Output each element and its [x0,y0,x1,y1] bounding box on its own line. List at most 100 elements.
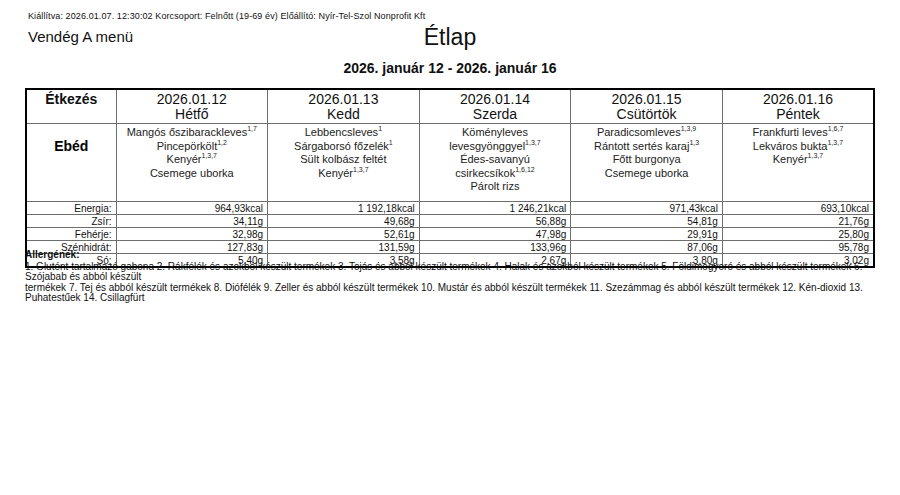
menu-table: Étkezés 2026.01.12 Hétfő 2026.01.13 Kedd… [25,88,875,268]
day-name: Kedd [269,107,418,122]
menu-cell-thursday: Paradicsomleves1,3,9 Rántott sertés kara… [571,124,723,202]
column-header-day-friday: 2026.01.16 Péntek [722,89,874,124]
nutrition-value: 34,11g [116,215,268,228]
column-header-meal: Étkezés [26,89,116,124]
menu-item: Frankfurti leves1,6,7 [724,126,872,140]
menu-item-text: Pincepörkölt [157,140,218,152]
menu-item: Főtt burgonya [572,153,721,167]
nutrition-value: 29,91g [571,228,723,241]
menu-item: Köményleves levesgyönggyel1,3,7 [421,126,570,153]
nutrition-value: 25,80g [722,228,874,241]
menu-item-text: Sült kolbász feltét [300,153,386,165]
menu-item-text: Lebbencsleves [305,126,378,138]
menu-document: Kiállítva: 2026.01.07. 12:30:02 Korcsopo… [0,0,900,495]
day-date: 2026.01.13 [269,92,418,107]
day-date: 2026.01.12 [118,92,267,107]
meal-row: Ebéd Mangós őszibarackleves1,7 Pincepörk… [26,124,874,202]
menu-item-text: Főtt burgonya [613,153,681,165]
menu-item-text: Csemege uborka [605,167,689,179]
issued-meta: Kiállítva: 2026.01.07. 12:30:02 Korcsopo… [28,11,425,21]
menu-item: Sárgaborsó főzelék1 [269,140,418,154]
menu-cell-tuesday: Lebbencsleves1 Sárgaborsó főzelék1 Sült … [268,124,420,202]
menu-item: Édes-savanyú csirkecsíkok1,6,12 [421,153,570,180]
nutrition-row-protein: Fehérje: 32,98g 52,61g 47,98g 29,91g 25,… [26,228,874,241]
menu-item-allergen-sup: 1 [378,125,382,132]
day-name: Szerda [421,107,570,122]
menu-item: Rántott sertés karaj1,3 [572,140,721,154]
menu-item: Csemege uborka [118,167,267,181]
menu-item: Lebbencsleves1 [269,126,418,140]
menu-item-allergen-sup: 1,6,12 [515,166,534,173]
menu-item: Kenyér1,3,7 [269,167,418,181]
nutrition-row-fat: Zsír: 34,11g 49,68g 56,88g 54,81g 21,76g [26,215,874,228]
menu-item-allergen-sup: 1,3,7 [201,152,217,159]
meal-row-label: Ebéd [26,124,116,202]
menu-cell-monday: Mangós őszibarackleves1,7 Pincepörkölt1,… [116,124,268,202]
page-title: Étlap [0,24,900,51]
menu-item: Kenyér1,3,7 [118,153,267,167]
nutrition-label: Energia: [26,202,116,215]
allergens-section: Allergének: 1. Glutént tartalmazó gabona… [25,250,877,304]
menu-cell-friday: Frankfurti leves1,6,7 Lekváros bukta1,3,… [722,124,874,202]
menu-item-text: Sárgaborsó főzelék [294,140,389,152]
menu-item: Lekváros bukta1,3,7 [724,140,872,154]
menu-item-allergen-sup: 1,3,7 [827,139,843,146]
allergens-line-2: termékek 7. Tej és abból készült terméke… [25,283,877,304]
menu-item-allergen-sup: 1,7 [247,125,257,132]
day-date: 2026.01.16 [724,92,872,107]
menu-item-text: Kenyér [773,153,808,165]
menu-item-allergen-sup: 1,3,7 [808,152,824,159]
menu-item-text: Rántott sertés karaj [594,140,689,152]
column-header-day-wednesday: 2026.01.14 Szerda [419,89,571,124]
day-name: Hétfő [118,107,267,122]
day-date: 2026.01.15 [572,92,721,107]
menu-item-text: Párolt rizs [471,180,520,192]
nutrition-value: 971,43kcal [571,202,723,215]
menu-item: Kenyér1,3,7 [724,153,872,167]
nutrition-value: 52,61g [268,228,420,241]
header-row: Étkezés 2026.01.12 Hétfő 2026.01.13 Kedd… [26,89,874,124]
allergens-heading: Allergének: [25,250,877,261]
date-range: 2026. január 12 - 2026. január 16 [0,60,900,76]
nutrition-value: 54,81g [571,215,723,228]
menu-item-text: Kenyér [167,153,202,165]
menu-item-text: Kenyér [318,167,353,179]
menu-item: Paradicsomleves1,3,9 [572,126,721,140]
menu-item-allergen-sup: 1,2 [217,139,227,146]
day-name: Csütörtök [572,107,721,122]
nutrition-row-energy: Energia: 964,93kcal 1 192,18kcal 1 246,2… [26,202,874,215]
nutrition-label: Fehérje: [26,228,116,241]
menu-item: Párolt rizs [421,180,570,194]
menu-item-allergen-sup: 1,3,9 [681,125,697,132]
nutrition-value: 56,88g [419,215,571,228]
nutrition-value: 32,98g [116,228,268,241]
menu-item: Mangós őszibarackleves1,7 [118,126,267,140]
nutrition-value: 49,68g [268,215,420,228]
menu-item-text: Mangós őszibarackleves [127,126,247,138]
menu-item-text: Paradicsomleves [597,126,681,138]
day-date: 2026.01.14 [421,92,570,107]
allergens-line-1: 1. Glutént tartalmazó gabona 2. Rákfélék… [25,262,877,283]
column-header-day-tuesday: 2026.01.13 Kedd [268,89,420,124]
menu-item-text: Lekváros bukta [753,140,828,152]
nutrition-value: 693,10kcal [722,202,874,215]
nutrition-value: 1 192,18kcal [268,202,420,215]
column-header-day-thursday: 2026.01.15 Csütörtök [571,89,723,124]
column-header-day-monday: 2026.01.12 Hétfő [116,89,268,124]
day-name: Péntek [724,107,872,122]
menu-item-text: Csemege uborka [150,167,234,179]
menu-item-allergen-sup: 1 [389,139,393,146]
menu-item: Csemege uborka [572,167,721,181]
menu-item: Pincepörkölt1,2 [118,140,267,154]
menu-item-allergen-sup: 1,3,7 [525,139,541,146]
nutrition-value: 1 246,21kcal [419,202,571,215]
menu-item-text: Köményleves levesgyönggyel [449,126,528,152]
menu-item-allergen-sup: 1,6,7 [828,125,844,132]
menu-item-allergen-sup: 1,3,7 [353,166,369,173]
menu-item-allergen-sup: 1,3 [689,139,699,146]
menu-item-text: Frankfurti leves [753,126,828,138]
menu-item: Sült kolbász feltét [269,153,418,167]
nutrition-value: 964,93kcal [116,202,268,215]
nutrition-value: 47,98g [419,228,571,241]
nutrition-value: 21,76g [722,215,874,228]
